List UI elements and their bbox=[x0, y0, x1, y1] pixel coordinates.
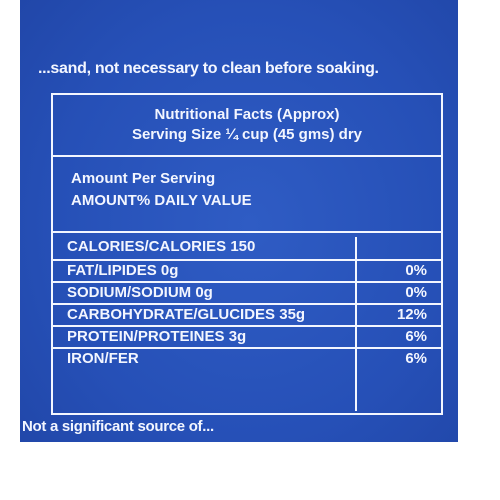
divider bbox=[53, 155, 441, 157]
nutrient-label: CALORIES/CALORIES 150 bbox=[67, 238, 256, 255]
nutrient-label: IRON/FER bbox=[67, 350, 139, 367]
package-footnote-text: Not a significant source of... bbox=[22, 418, 214, 435]
column-divider bbox=[355, 237, 357, 411]
nutrient-row: PROTEIN/PROTEINES 3g 6% bbox=[53, 325, 441, 347]
nutrient-row: IRON/FER 6% bbox=[53, 347, 441, 369]
nutrient-percent: 0% bbox=[405, 262, 427, 279]
daily-value-header: AMOUNT% DAILY VALUE bbox=[71, 192, 252, 209]
divider bbox=[53, 231, 441, 233]
nutrient-rows: CALORIES/CALORIES 150 FAT/LIPIDES 0g 0% … bbox=[53, 237, 441, 369]
nutrient-row: CALORIES/CALORIES 150 bbox=[53, 237, 441, 259]
nutrient-label: CARBOHYDRATE/GLUCIDES 35g bbox=[67, 306, 306, 323]
nutrient-row: SODIUM/SODIUM 0g 0% bbox=[53, 281, 441, 303]
package-instruction-text: ...sand, not necessary to clean before s… bbox=[38, 60, 379, 77]
amount-per-serving: Amount Per Serving bbox=[71, 170, 216, 187]
nutrition-title: Nutritional Facts (Approx) bbox=[154, 106, 340, 123]
nutrient-row: FAT/LIPIDES 0g 0% bbox=[53, 259, 441, 281]
nutrient-percent: 12% bbox=[396, 306, 427, 323]
serving-size: Serving Size ¼ cup (45 gms) dry bbox=[131, 126, 363, 143]
nutrient-label: SODIUM/SODIUM 0g bbox=[67, 284, 213, 301]
white-margin-right bbox=[458, 0, 500, 500]
white-margin-left bbox=[0, 0, 20, 500]
nutrient-percent: 6% bbox=[405, 350, 427, 367]
nutrient-row: CARBOHYDRATE/GLUCIDES 35g 12% bbox=[53, 303, 441, 325]
nutrition-facts-panel: Nutritional Facts (Approx) Serving Size … bbox=[51, 93, 443, 415]
nutrient-percent: 0% bbox=[405, 284, 427, 301]
nutrient-label: PROTEIN/PROTEINES 3g bbox=[67, 328, 247, 345]
nutrient-label: FAT/LIPIDES 0g bbox=[67, 262, 179, 279]
nutrient-percent: 6% bbox=[405, 328, 427, 345]
white-margin-bottom bbox=[0, 442, 500, 500]
